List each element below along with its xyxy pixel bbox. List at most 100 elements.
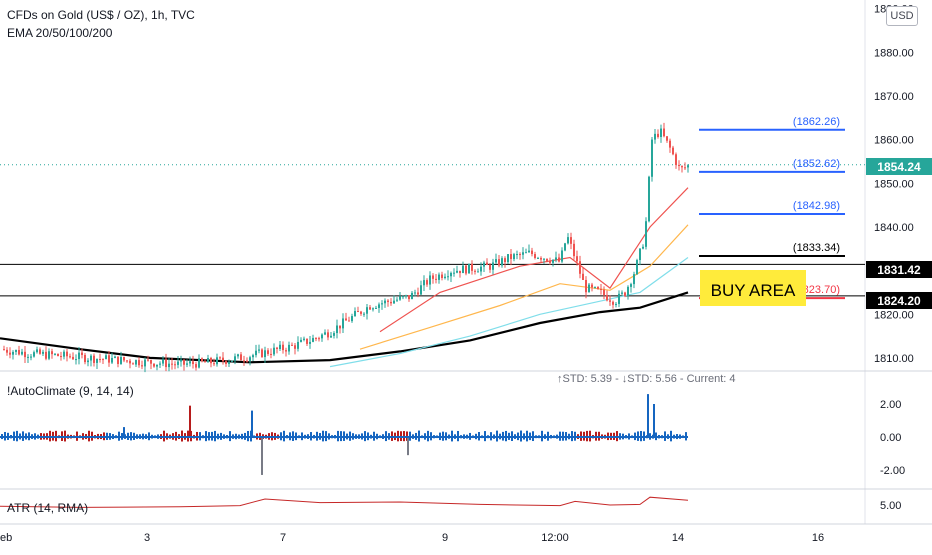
candle-body — [567, 237, 569, 244]
autoclimate-bar — [112, 437, 114, 440]
candle-body — [186, 363, 188, 365]
autoclimate-bar — [133, 437, 135, 440]
candle-body — [204, 361, 206, 363]
autoclimate-bar — [658, 434, 660, 437]
autoclimate-bar — [199, 437, 201, 441]
candle-body — [486, 262, 488, 265]
candle-body — [645, 221, 647, 247]
candle-body — [603, 289, 605, 296]
autoclimate-bar — [514, 434, 516, 437]
autoclimate-bar — [685, 432, 687, 437]
autoclimate-bar — [196, 431, 198, 437]
candle-body — [102, 359, 104, 361]
autoclimate-bar — [19, 437, 21, 440]
candle-body — [498, 259, 500, 266]
candle-body — [75, 359, 77, 361]
candle-body — [354, 311, 356, 317]
candle-body — [84, 354, 86, 363]
candle-body — [54, 353, 56, 355]
price-series — [3, 122, 689, 373]
candle-body — [366, 307, 368, 314]
autoclimate-bar — [166, 437, 168, 440]
level-label: (1842.98) — [793, 200, 840, 212]
candle-body — [312, 338, 314, 342]
autoclimate-bar — [259, 432, 261, 437]
candle-body — [264, 350, 266, 358]
autoclimate-bar — [397, 437, 399, 442]
autoclimate-bar — [457, 430, 459, 437]
autoclimate-bar — [256, 437, 258, 440]
autoclimate-bar — [577, 434, 579, 437]
level-label: (1833.34) — [793, 242, 840, 254]
candle-body — [414, 292, 416, 294]
autoclimate-bar — [496, 437, 498, 442]
autoclimate-bar — [649, 433, 651, 437]
autoclimate-bar — [547, 431, 549, 437]
candle-body — [15, 349, 17, 352]
autoclimate-bar — [364, 431, 366, 437]
candle-body — [339, 325, 341, 329]
autoclimate-bar — [655, 432, 657, 437]
candle-body — [117, 356, 119, 364]
line-tag-1: 1831.42 — [866, 261, 932, 278]
autoclimate-bar — [508, 432, 510, 437]
autoclimate-bar — [373, 437, 375, 441]
autoclimate-bar — [442, 431, 444, 437]
candle-body — [411, 292, 413, 300]
candle-body — [294, 345, 296, 349]
price-tick: 1860.00 — [874, 135, 914, 147]
autoclimate-bar — [142, 433, 144, 437]
autoclimate-bar — [685, 437, 687, 441]
candle-body — [369, 307, 371, 310]
candle-body — [534, 254, 536, 258]
currency-button[interactable]: USD — [886, 6, 918, 26]
autoclimate-bar — [292, 437, 294, 441]
candle-body — [327, 332, 329, 338]
candle-body — [576, 256, 578, 262]
autoclimate-bar — [262, 434, 264, 437]
autoclimate-bar — [190, 437, 192, 442]
autoclimate-bar — [238, 434, 240, 437]
candle-body — [21, 351, 23, 355]
autoclimate-bar — [523, 433, 525, 437]
price-tick: 1870.00 — [874, 91, 914, 103]
candle-body — [648, 176, 650, 222]
candle-body — [216, 357, 218, 365]
candle-body — [39, 349, 41, 354]
autoclimate-bar — [367, 437, 369, 441]
autoclimate-bar — [598, 437, 600, 441]
candle-body — [45, 351, 47, 359]
candle-body — [324, 332, 326, 335]
autoclimate-bar — [160, 437, 162, 440]
candle-body — [231, 360, 233, 362]
autoclimate-bar — [13, 431, 15, 437]
autoclimate-bar — [619, 437, 621, 440]
autoclimate-bar — [478, 432, 480, 437]
candle-body — [375, 307, 377, 309]
time-tick: 3 — [144, 532, 150, 544]
autoclimate-bar — [172, 437, 174, 440]
candle-body — [270, 353, 272, 355]
candle-body — [228, 361, 230, 364]
autoclimate-bar — [343, 431, 345, 437]
autoclimate-bar — [451, 430, 453, 437]
autoclimate-bar — [565, 437, 567, 441]
autoclimate-bar — [301, 437, 303, 441]
autoclimate-bar — [475, 437, 477, 440]
candle-body — [387, 300, 389, 302]
candle-body — [3, 349, 5, 351]
candle-body — [246, 360, 248, 362]
autoclimate-axis: 2.00 0.00 -2.00 — [880, 399, 905, 477]
autoclimate-bar — [310, 432, 312, 437]
autoclimate-bar — [502, 437, 504, 441]
atr-pane: 5.00 — [0, 496, 901, 512]
line-label-1: 1831.42 — [877, 263, 921, 277]
autoclimate-bar — [118, 437, 120, 441]
autoclimate-bar — [340, 431, 342, 437]
candle-body — [273, 347, 275, 355]
autoclimate-bar — [640, 437, 642, 442]
candle-body — [282, 344, 284, 351]
autoclimate-bar — [430, 432, 432, 437]
candle-body — [57, 353, 59, 357]
